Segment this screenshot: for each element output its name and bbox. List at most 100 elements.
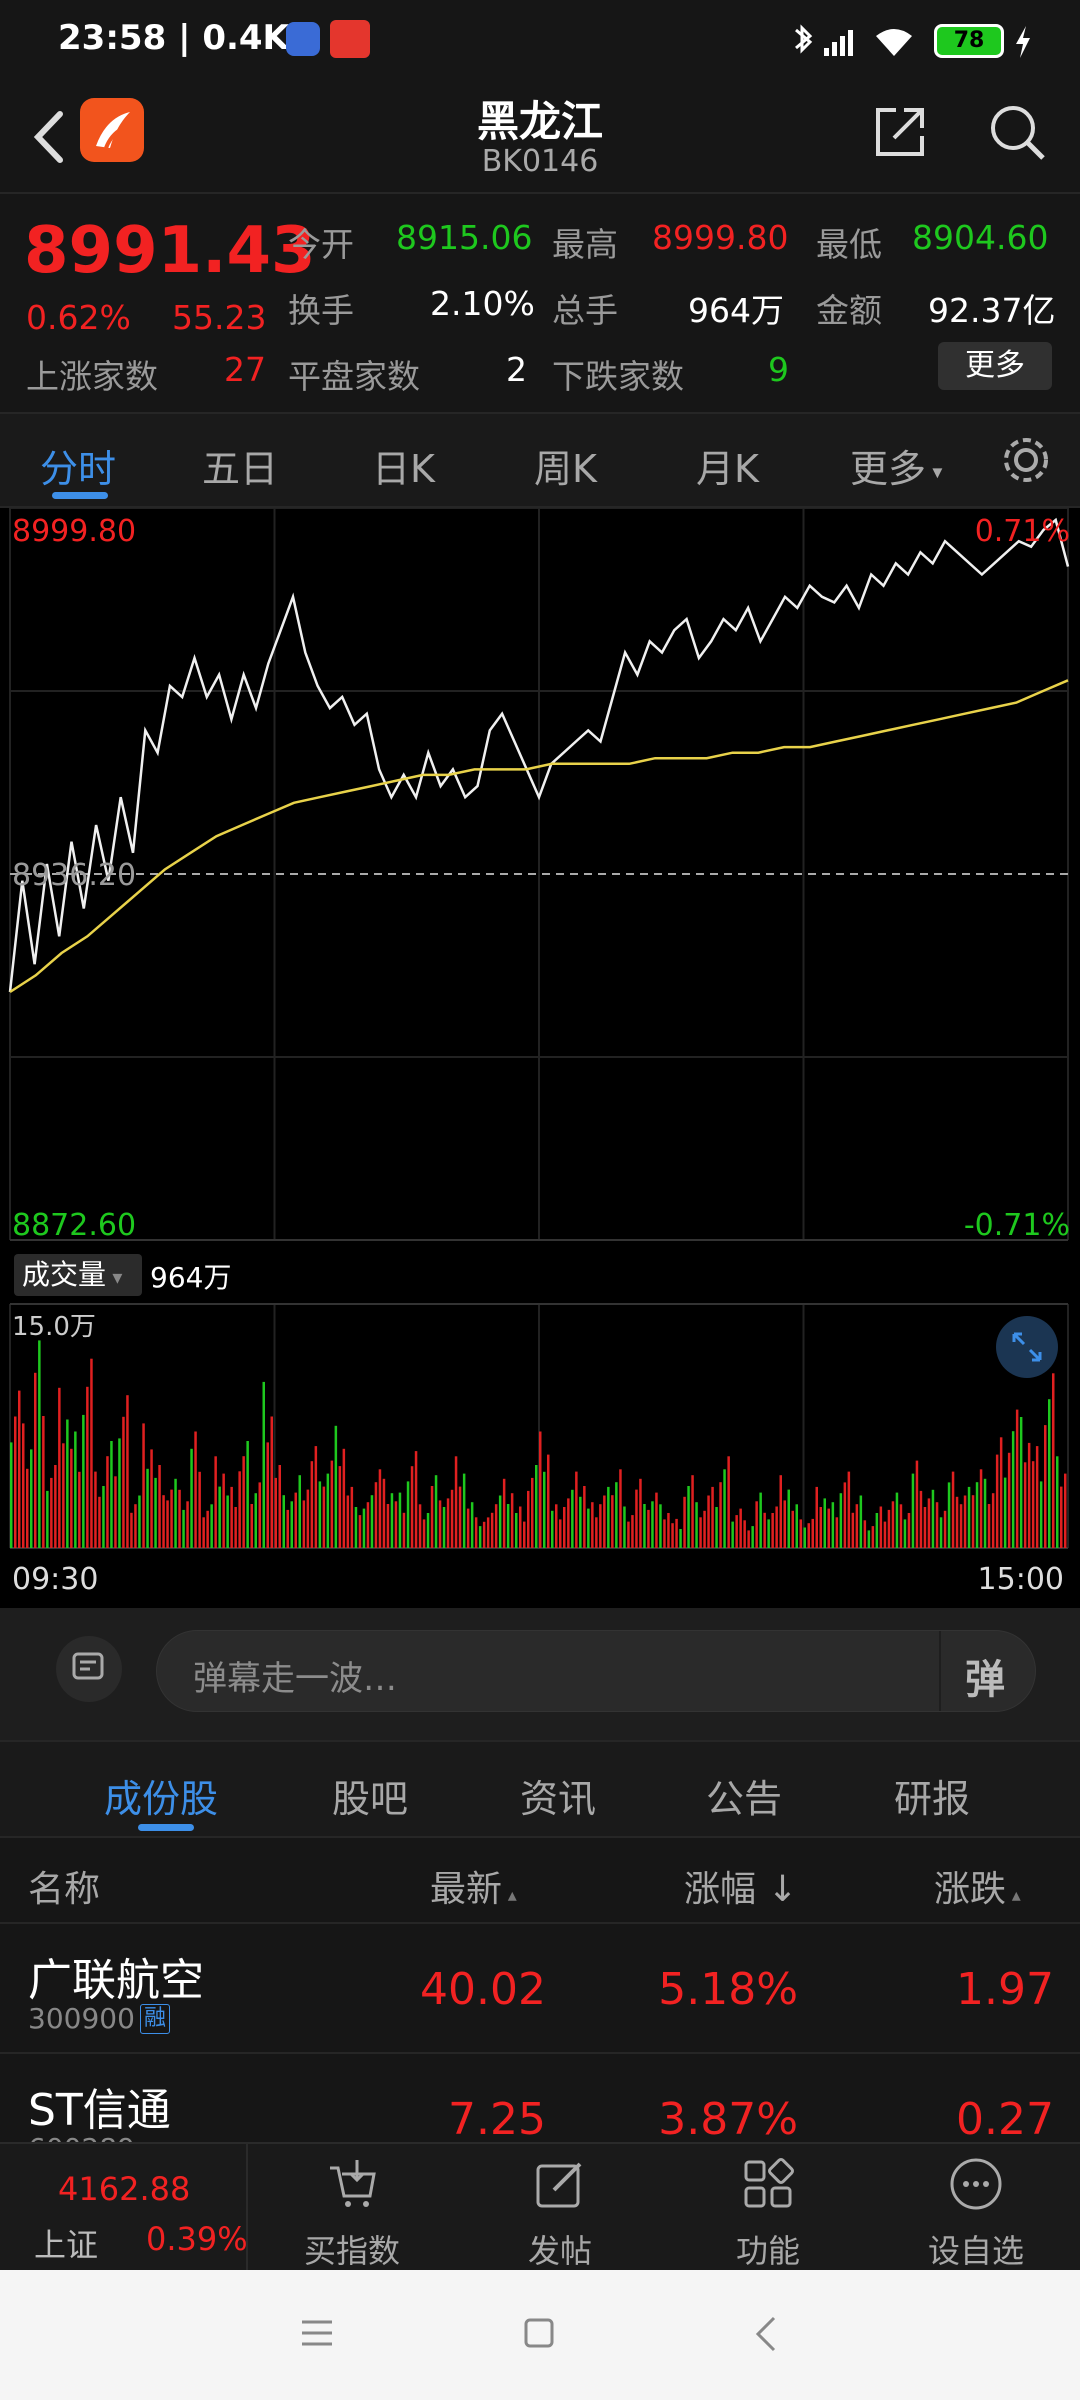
volume-bar — [494, 1504, 498, 1548]
expand-icon[interactable] — [996, 1316, 1058, 1378]
volume-bar — [402, 1512, 406, 1548]
volume-max-label: 15.0万 — [12, 1312, 96, 1342]
tab-monthly-k[interactable]: 月K — [696, 447, 759, 491]
hd-signal-icon — [824, 30, 853, 56]
volume-bar — [891, 1501, 895, 1548]
back-icon[interactable] — [22, 102, 82, 172]
y-min-label: 8872.60 — [12, 1208, 137, 1243]
bottom-bar: 4162.88 上证 0.39% 买指数 发帖 功能 设自选 — [0, 2142, 1080, 2272]
col-chg[interactable]: 涨跌 ▴ — [934, 1860, 1021, 1912]
volume-bar — [1031, 1461, 1035, 1548]
volume-bar — [226, 1495, 229, 1548]
tab-constituents[interactable]: 成份股 — [104, 1777, 219, 1821]
tab-five-day[interactable]: 五日 — [202, 447, 279, 491]
volume-bar — [82, 1414, 85, 1548]
volume-bar — [250, 1504, 253, 1548]
up-count: 27 — [224, 350, 266, 389]
volume-bar — [218, 1486, 221, 1548]
volume-bar — [531, 1477, 534, 1548]
tab-research[interactable]: 研报 — [894, 1777, 971, 1821]
volume-bar — [422, 1519, 426, 1548]
danmaku-toggle-label: 弹 — [965, 1657, 1005, 1703]
volume-bar — [506, 1504, 510, 1548]
post-button[interactable]: 发帖 — [480, 2144, 640, 2272]
volume-bar — [390, 1493, 394, 1548]
tab-news[interactable]: 资讯 — [520, 1777, 597, 1821]
quote-panel: 8991.43 0.62% 55.23 上涨家数 27 今开 8915.06 最… — [0, 192, 1080, 412]
table-row[interactable]: ST信通 600289 7.25 3.87% 0.27 — [0, 2052, 1080, 2142]
volume-bar — [106, 1456, 109, 1548]
intraday-chart[interactable]: 8999.80 0.71% 8936.20 8872.60 -0.71% 成交量… — [0, 508, 1080, 1608]
grid-icon — [744, 2158, 794, 2208]
volume-bar — [14, 1416, 17, 1548]
volume-bar — [358, 1515, 362, 1548]
danmaku-input[interactable]: 弹幕走一波… 弹 — [156, 1630, 1036, 1712]
index-ticker[interactable]: 4162.88 上证 0.39% — [0, 2144, 248, 2272]
volume-bar — [262, 1381, 265, 1548]
share-icon[interactable] — [870, 102, 930, 162]
col-name[interactable]: 名称 — [28, 1869, 101, 1910]
up-label: 上涨家数 — [26, 357, 158, 396]
col-pct[interactable]: 涨幅 ↓ — [684, 1860, 798, 1912]
danmaku-toggle-button[interactable]: 弹 — [939, 1631, 1035, 1711]
sort-icon: ▴ — [502, 1885, 517, 1906]
volume-bar — [787, 1489, 790, 1548]
volume-bar — [470, 1502, 474, 1548]
volume-bar — [651, 1501, 654, 1548]
volume-bar — [951, 1471, 955, 1548]
tab-forum[interactable]: 股吧 — [332, 1777, 409, 1821]
volume-bar — [282, 1495, 285, 1548]
volume-bar — [222, 1473, 225, 1548]
volume-bar — [587, 1508, 590, 1548]
volume-bar — [935, 1502, 939, 1548]
volume-bar — [1048, 1399, 1051, 1548]
turnover-label: 换手 — [288, 291, 354, 330]
menu-icon[interactable] — [298, 2314, 338, 2354]
volume-bar — [815, 1486, 818, 1548]
edit-icon — [536, 2162, 582, 2208]
sort-icon: ▴ — [1006, 1885, 1021, 1906]
wifi-icon — [876, 29, 912, 56]
volume-bar — [30, 1449, 33, 1548]
volume-bar — [827, 1508, 830, 1548]
down-count: 9 — [768, 350, 789, 389]
stock-pct: 3.87% — [658, 2094, 798, 2142]
volume-bar — [655, 1492, 658, 1548]
buy-index-button[interactable]: 买指数 — [272, 2144, 432, 2272]
cart-icon — [330, 2160, 376, 2207]
more-button[interactable]: 更多 — [938, 342, 1052, 390]
volume-bar — [527, 1490, 530, 1548]
price-line — [8, 517, 1070, 993]
settings-icon[interactable] — [1000, 434, 1052, 486]
volume-bar — [1019, 1417, 1023, 1548]
tab-more[interactable]: 更多 ▾ — [850, 438, 942, 493]
system-nav-bar — [0, 2270, 1080, 2400]
functions-button[interactable]: 功能 — [688, 2144, 848, 2272]
margin-badge: 融 — [140, 2004, 170, 2034]
flat-count: 2 — [506, 350, 527, 389]
search-icon[interactable] — [985, 100, 1049, 164]
volume-bar — [635, 1489, 638, 1548]
volume-bar — [1044, 1425, 1047, 1548]
tab-weekly-k[interactable]: 周K — [534, 447, 597, 491]
page-title: 黑龙江 — [476, 97, 603, 146]
stock-code: 600289 — [28, 2132, 135, 2142]
table-row[interactable]: 广联航空 300900 融 40.02 5.18% 1.97 — [0, 1922, 1080, 2052]
home-icon[interactable] — [520, 2314, 560, 2354]
tab-announcements[interactable]: 公告 — [706, 1777, 783, 1821]
tab-intraday[interactable]: 分时 — [40, 447, 117, 491]
danmaku-list-icon[interactable] — [56, 1636, 122, 1702]
volume-bar — [883, 1521, 887, 1548]
volume-bar — [1035, 1446, 1039, 1548]
col-price[interactable]: 最新 ▴ — [430, 1860, 517, 1912]
volume-bar — [667, 1513, 670, 1548]
volume-indicator-select[interactable]: 成交量 ▾ — [14, 1254, 142, 1296]
volume-bar — [418, 1504, 422, 1548]
volume-bar — [370, 1495, 374, 1548]
tab-daily-k[interactable]: 日K — [372, 447, 435, 491]
volume-bar — [831, 1502, 835, 1548]
volume-bar — [126, 1395, 129, 1548]
nav-back-icon[interactable] — [748, 2314, 788, 2354]
add-watchlist-button[interactable]: 设自选 — [896, 2144, 1056, 2272]
volume-bar — [426, 1513, 430, 1548]
